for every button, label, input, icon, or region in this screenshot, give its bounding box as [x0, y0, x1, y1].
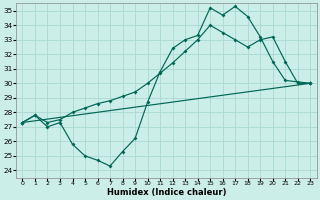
- X-axis label: Humidex (Indice chaleur): Humidex (Indice chaleur): [107, 188, 226, 197]
